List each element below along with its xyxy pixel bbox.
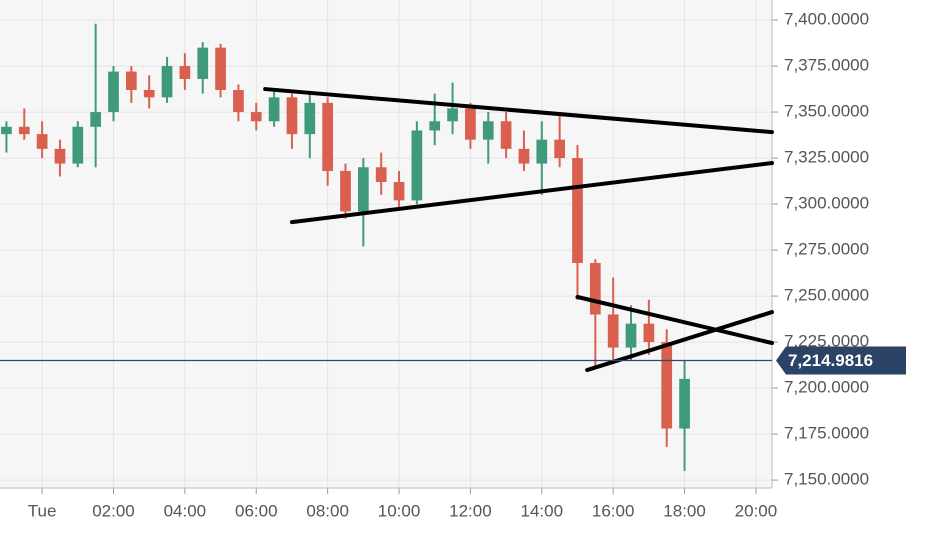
x-tick-label: 02:00 bbox=[92, 501, 135, 520]
candle-body bbox=[286, 97, 298, 135]
candle-body bbox=[375, 167, 387, 182]
candle-body bbox=[429, 121, 441, 131]
candle-body bbox=[679, 378, 690, 429]
y-tick-label: 7,300.0000 bbox=[784, 194, 869, 213]
y-tick-label: 7,350.0000 bbox=[784, 102, 869, 121]
y-tick-label: 7,225.0000 bbox=[784, 332, 869, 351]
y-tick-label: 7,175.0000 bbox=[784, 424, 869, 443]
x-tick-label: 10:00 bbox=[378, 501, 421, 520]
y-tick-label: 7,150.0000 bbox=[784, 470, 869, 489]
candle-body bbox=[304, 102, 316, 135]
x-tick-label: 18:00 bbox=[663, 501, 706, 520]
candle-body bbox=[661, 342, 673, 429]
candle-body bbox=[90, 112, 102, 127]
candle-body bbox=[54, 148, 66, 164]
candle-body bbox=[215, 47, 226, 90]
candle-body bbox=[161, 66, 173, 98]
candle-body bbox=[197, 47, 209, 79]
candle-body bbox=[572, 158, 583, 263]
x-tick-label: 14:00 bbox=[521, 501, 564, 520]
y-tick-label: 7,275.0000 bbox=[784, 240, 869, 259]
candle-body bbox=[607, 314, 619, 348]
x-tick-label: 06:00 bbox=[235, 501, 278, 520]
candle-body bbox=[179, 66, 191, 79]
y-tick-label: 7,250.0000 bbox=[784, 286, 869, 305]
candle-body bbox=[357, 167, 369, 212]
trendline bbox=[263, 87, 774, 135]
candle-body bbox=[447, 108, 458, 122]
candle-body bbox=[250, 112, 262, 122]
candle-body bbox=[625, 323, 637, 348]
candle-body bbox=[72, 126, 84, 164]
candle-body bbox=[340, 170, 351, 212]
candle-body bbox=[322, 102, 333, 171]
y-tick-label: 7,325.0000 bbox=[784, 148, 869, 167]
candle-body bbox=[518, 148, 530, 164]
candle-body bbox=[643, 323, 655, 343]
candle-body bbox=[465, 108, 476, 140]
last-price-label: 7,214.9816 bbox=[788, 351, 873, 370]
candle-body bbox=[125, 71, 137, 90]
candle-body bbox=[411, 130, 423, 201]
candle-body bbox=[393, 181, 405, 201]
x-tick-label: 20:00 bbox=[735, 501, 778, 520]
last-price-badge bbox=[776, 346, 906, 375]
y-tick-label: 7,200.0000 bbox=[784, 378, 869, 397]
y-tick-label: 7,375.0000 bbox=[784, 56, 869, 75]
candle-body bbox=[554, 139, 565, 159]
candle-body bbox=[108, 71, 119, 113]
candle-body bbox=[536, 139, 548, 164]
x-tick-label: 12:00 bbox=[449, 501, 492, 520]
candle-body bbox=[143, 89, 155, 98]
x-tick-label: 04:00 bbox=[164, 501, 207, 520]
x-tick-label: 08:00 bbox=[306, 501, 349, 520]
candle-body bbox=[482, 121, 494, 140]
y-tick-label: 7,400.0000 bbox=[784, 10, 869, 29]
candle-body bbox=[36, 134, 48, 149]
candle-body bbox=[500, 121, 512, 149]
candle-body bbox=[233, 89, 244, 113]
trendline bbox=[575, 294, 774, 345]
x-tick-label: Tue bbox=[28, 501, 57, 520]
trendline bbox=[289, 161, 774, 225]
candle-body bbox=[18, 126, 30, 135]
candle-body bbox=[268, 97, 280, 122]
candle-body bbox=[589, 262, 601, 315]
x-tick-label: 16:00 bbox=[592, 501, 635, 520]
candle-body bbox=[1, 126, 12, 135]
